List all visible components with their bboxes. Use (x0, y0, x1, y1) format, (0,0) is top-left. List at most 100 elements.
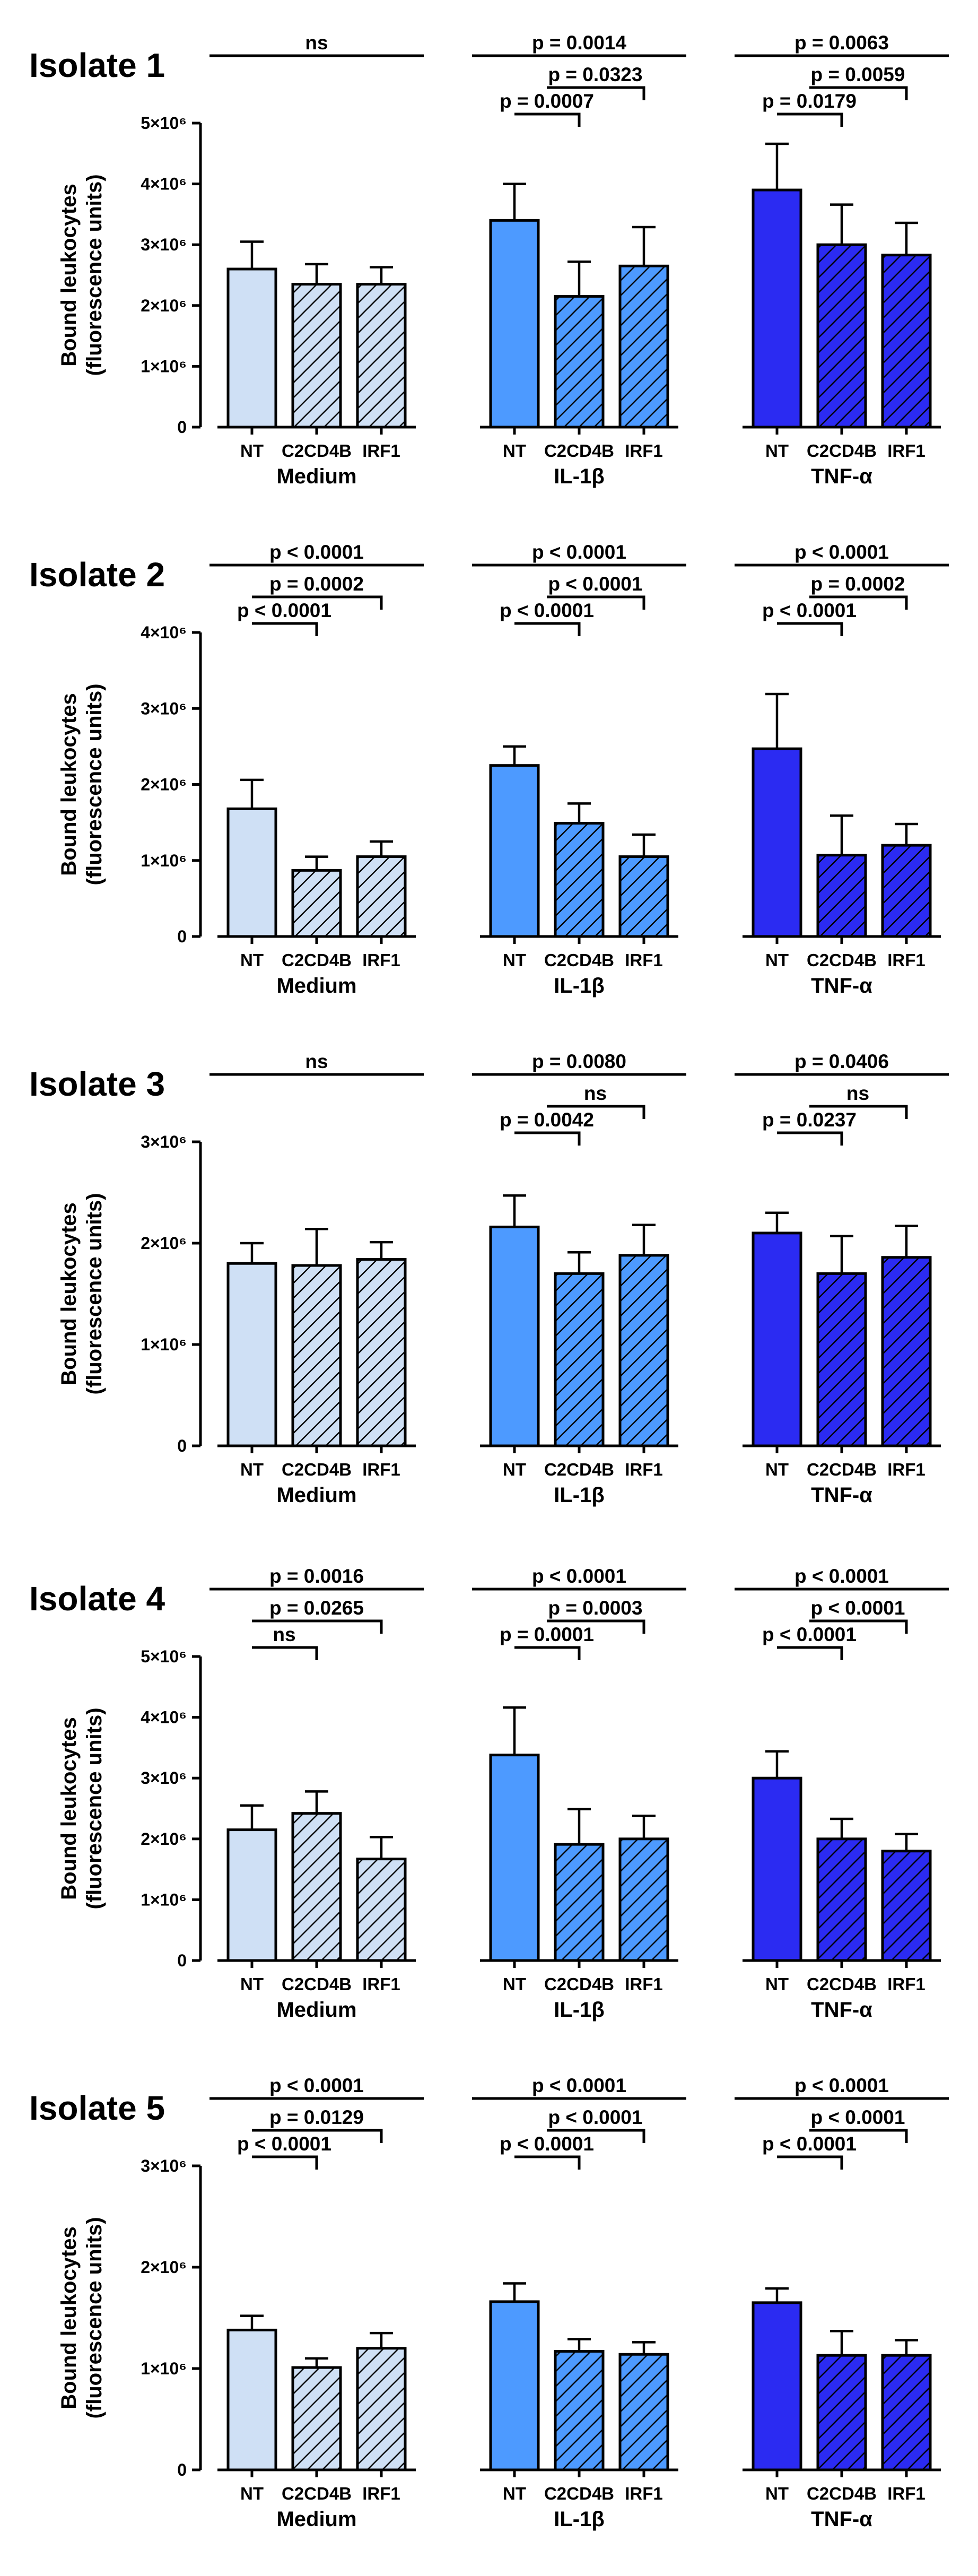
significance-label: ns (273, 1624, 295, 1645)
bar-nt (752, 1231, 802, 1447)
x-category-label: C2CD4B (807, 2484, 877, 2503)
bar-c2cd4b (554, 1272, 605, 1447)
x-category-label: IRF1 (887, 2484, 925, 2503)
y-tick-label: 3×10⁶ (141, 699, 187, 718)
bar-c2cd4b (554, 295, 605, 429)
significance-label: p < 0.0001 (794, 1565, 889, 1587)
x-category-label: C2CD4B (807, 441, 877, 461)
y-axis-label: Bound leukocytes (fluorescence units) (57, 2217, 106, 2418)
y-tick-label: 0 (177, 927, 187, 946)
bar-nt (489, 2300, 540, 2471)
x-category-label: NT (240, 1460, 264, 1479)
significance-bracket (252, 1619, 383, 1634)
panel-isolate-3: Isolate 3 Bound leukocytes (fluorescence u… (29, 1051, 949, 1507)
significance-label: p = 0.0063 (794, 32, 889, 54)
y-tick-label: 2×10⁶ (141, 1234, 187, 1253)
panel-isolate-4: Isolate 4 Bound leukocytes (fluorescence u… (29, 1565, 949, 2022)
bar-irf1 (356, 1258, 407, 1447)
y-tick-label: 1×10⁶ (141, 1890, 187, 1909)
bar-nt (489, 1225, 540, 1447)
x-category-label: IRF1 (362, 1460, 400, 1479)
significance-bracket (777, 1646, 843, 1660)
bar-c2cd4b (291, 1264, 342, 1447)
significance-label: p < 0.0001 (532, 2075, 626, 2096)
panel-title: Isolate 1 (29, 46, 165, 84)
bar-irf1 (881, 1850, 932, 1962)
group-label: TNF-α (811, 2508, 872, 2531)
significance-label: p = 0.0129 (269, 2106, 364, 2128)
y-tick-label: 2×10⁶ (141, 296, 187, 315)
significance-label: p = 0.0016 (269, 1565, 364, 1587)
group-label: TNF-α (811, 974, 872, 998)
x-category-label: IRF1 (362, 950, 400, 970)
x-category-label: NT (240, 441, 264, 461)
y-tick-label: 0 (177, 2460, 187, 2479)
group-label: IL-1β (554, 1998, 605, 2022)
y-axis-label-line: Bound leukocytes (57, 184, 81, 367)
x-category-label: C2CD4B (282, 2484, 352, 2503)
y-axis-label: Bound leukocytes (fluorescence units) (57, 1707, 106, 1909)
significance-label: p < 0.0001 (794, 541, 889, 563)
significance-bracket (514, 1646, 581, 1660)
significance-label: p < 0.0001 (532, 1565, 626, 1587)
significance-bracket (777, 1131, 843, 1146)
x-category-label: NT (765, 1974, 789, 1994)
significance-label: p < 0.0001 (269, 541, 364, 563)
x-category-label: IRF1 (625, 1974, 663, 1994)
significance-label: p = 0.0080 (532, 1051, 626, 1072)
significance-label: p = 0.0002 (811, 573, 905, 595)
significance-label: p = 0.0237 (762, 1109, 857, 1131)
x-category-label: C2CD4B (544, 2484, 614, 2503)
group-label: Medium (276, 974, 356, 998)
significance-bracket (547, 2129, 645, 2143)
significance-bracket (777, 2155, 843, 2170)
x-category-label: C2CD4B (544, 950, 614, 970)
panel-isolate-2: Isolate 2 Bound leukocytes (fluorescence u… (29, 541, 949, 998)
y-tick-label: 1×10⁶ (141, 1335, 187, 1354)
significance-bracket (252, 622, 318, 636)
y-tick-label: 1×10⁶ (141, 851, 187, 870)
bar-c2cd4b (291, 869, 342, 938)
significance-label: p = 0.0001 (500, 1624, 594, 1645)
group-label: IL-1β (554, 974, 605, 998)
bar-c2cd4b (554, 1843, 605, 1962)
bar-nt (226, 267, 277, 429)
significance-bracket (514, 2155, 581, 2170)
bar-c2cd4b (554, 822, 605, 938)
x-category-label: IRF1 (887, 950, 925, 970)
significance-label: p < 0.0001 (811, 1597, 905, 1619)
significance-label: p < 0.0001 (500, 600, 594, 621)
y-tick-label: 2×10⁶ (141, 1829, 187, 1849)
bar-irf1 (881, 2354, 932, 2471)
bar-irf1 (618, 855, 669, 938)
bar-irf1 (356, 2347, 407, 2471)
significance-bracket (809, 86, 908, 100)
significance-bracket (547, 595, 645, 610)
x-category-label: NT (240, 1974, 264, 1994)
bar-c2cd4b (291, 1812, 342, 1962)
bar-nt (752, 188, 802, 429)
bar-irf1 (618, 1837, 669, 1962)
y-tick-label: 4×10⁶ (141, 175, 187, 194)
x-category-label: C2CD4B (282, 441, 352, 461)
x-category-label: NT (765, 2484, 789, 2503)
x-category-label: IRF1 (887, 1974, 925, 1994)
significance-bracket (252, 2155, 318, 2170)
x-category-label: IRF1 (362, 2484, 400, 2503)
significance-label: p < 0.0001 (269, 2075, 364, 2096)
y-axis-label-line: Bound leukocytes (57, 693, 81, 876)
y-tick-label: 3×10⁶ (141, 2156, 187, 2175)
significance-bracket (252, 595, 383, 610)
x-category-label: C2CD4B (544, 441, 614, 461)
bar-irf1 (881, 254, 932, 429)
x-category-label: NT (240, 2484, 264, 2503)
significance-label: ns (305, 32, 328, 54)
x-category-label: NT (503, 1460, 526, 1479)
significance-bracket (777, 112, 843, 127)
y-axis-label-line: (fluorescence units) (83, 1707, 106, 1909)
bar-nt (489, 1754, 540, 1962)
y-axis-label-line: (fluorescence units) (83, 683, 106, 885)
significance-bracket (809, 595, 908, 610)
y-axis-label-line: (fluorescence units) (83, 2217, 106, 2418)
